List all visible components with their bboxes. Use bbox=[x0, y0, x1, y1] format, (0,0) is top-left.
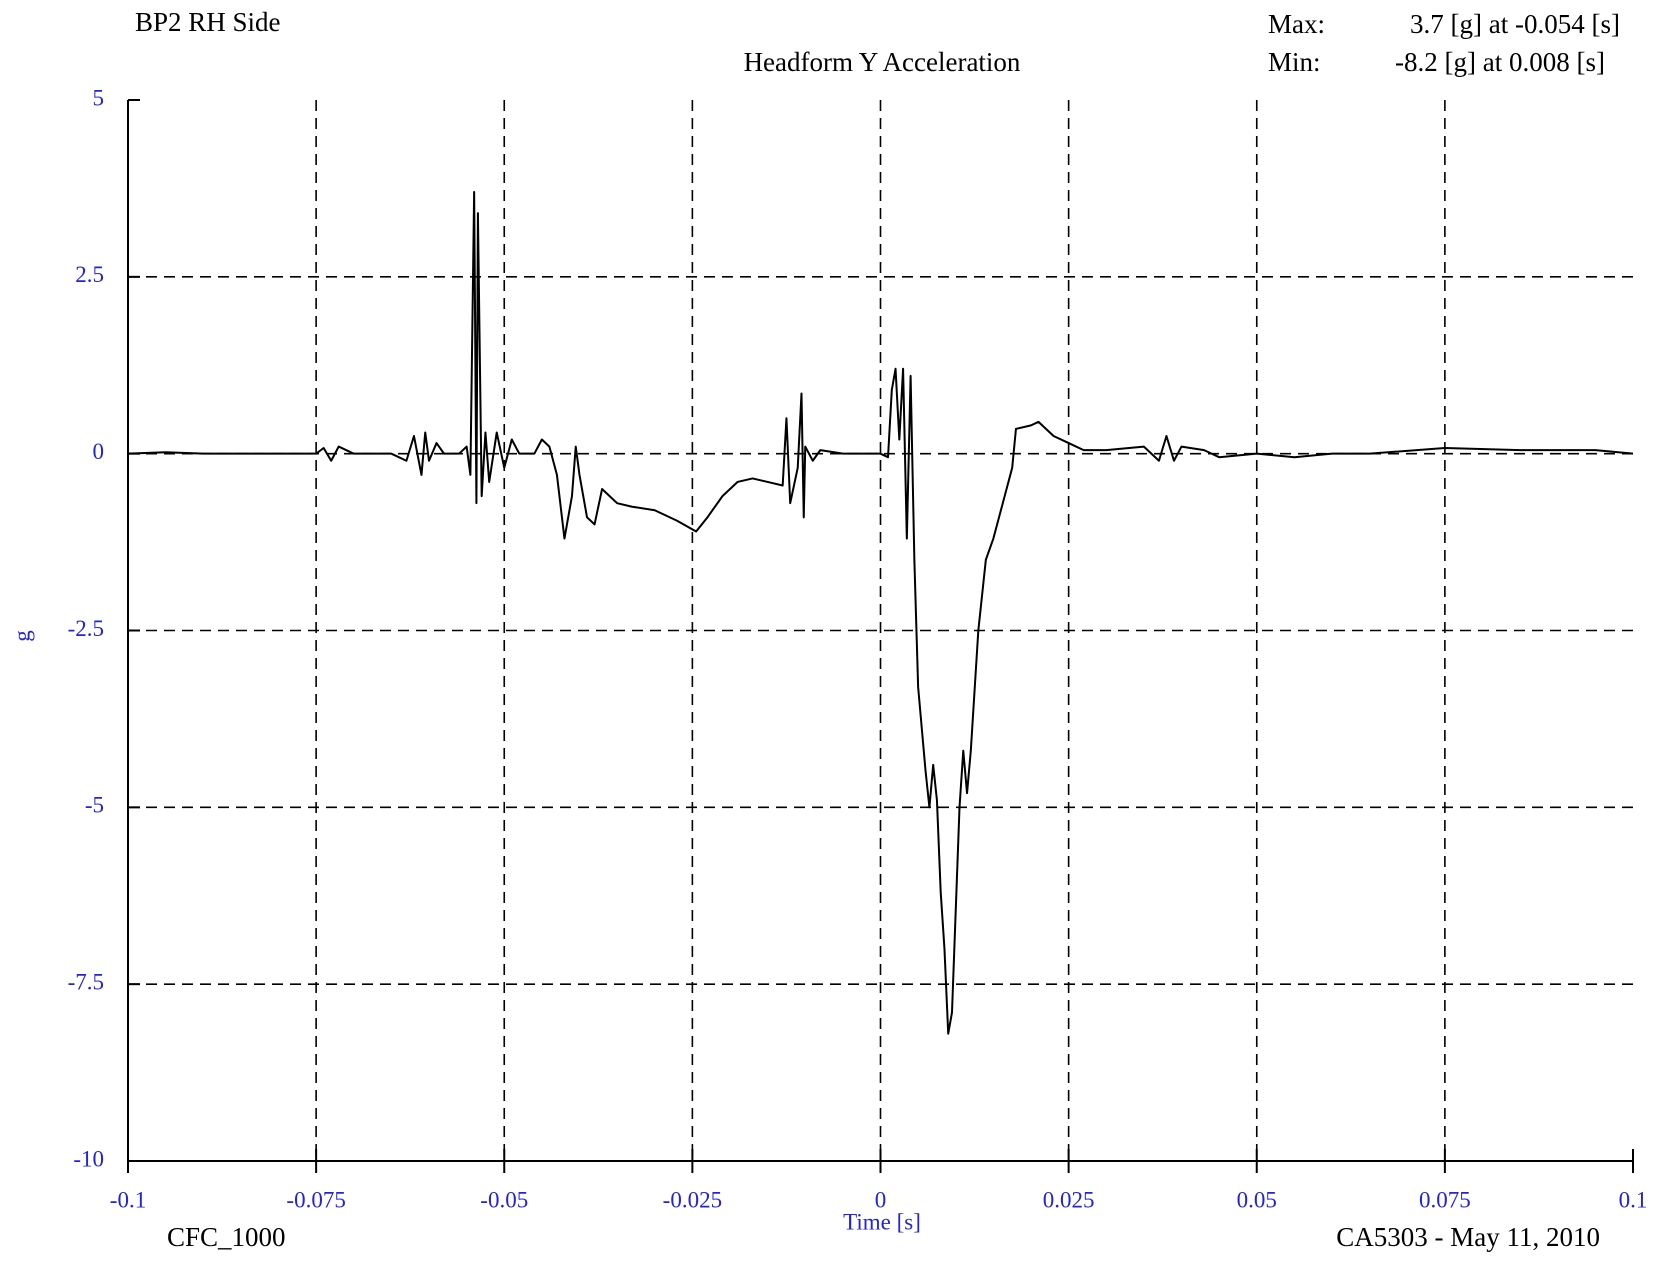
max-value: 3.7 [g] at -0.054 [s] bbox=[1410, 9, 1620, 39]
test-label: CA5303 - May 11, 2010 bbox=[1336, 1222, 1600, 1252]
x-axis-label: Time [s] bbox=[843, 1209, 921, 1234]
filter-label: CFC_1000 bbox=[167, 1222, 286, 1252]
y-tick-label: -7.5 bbox=[68, 969, 104, 994]
y-tick-label: 2.5 bbox=[75, 262, 104, 287]
x-tick-label: -0.075 bbox=[286, 1187, 345, 1212]
y-tick-label: -2.5 bbox=[68, 616, 104, 641]
x-tick-label: -0.025 bbox=[663, 1187, 722, 1212]
y-tick-label: 5 bbox=[93, 85, 105, 110]
max-label: Max: bbox=[1268, 9, 1325, 39]
y-axis-label: g bbox=[9, 630, 34, 642]
x-tick-label: 0.05 bbox=[1237, 1187, 1277, 1212]
chart-subtitle: BP2 RH Side bbox=[135, 7, 281, 37]
min-label: Min: bbox=[1268, 47, 1321, 77]
min-value: -8.2 [g] at 0.008 [s] bbox=[1395, 47, 1605, 77]
y-tick-label: -10 bbox=[73, 1146, 104, 1171]
x-tick-label: 0.1 bbox=[1619, 1187, 1648, 1212]
data-line bbox=[127, 190, 1634, 1035]
y-tick-label: -5 bbox=[85, 793, 104, 818]
y-tick-label: 0 bbox=[93, 439, 105, 464]
chart-title: Headform Y Acceleration bbox=[744, 47, 1021, 77]
x-tick-label: -0.1 bbox=[110, 1187, 146, 1212]
x-tick-label: 0 bbox=[875, 1187, 887, 1212]
x-tick-label: 0.075 bbox=[1419, 1187, 1471, 1212]
x-tick-label: -0.05 bbox=[480, 1187, 528, 1212]
x-tick-label: 0.025 bbox=[1043, 1187, 1095, 1212]
